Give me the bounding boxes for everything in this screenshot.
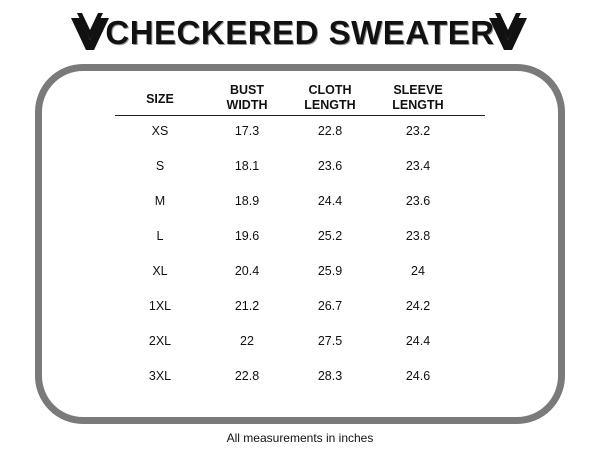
measurement-cell: 22.8 xyxy=(234,369,260,383)
measurement-cell: 25.9 xyxy=(317,264,343,278)
measurement-cell: 24.2 xyxy=(405,299,431,313)
column-header-line: CLOTH xyxy=(308,83,352,97)
page-title: CHECKERED SWEATER xyxy=(105,14,495,51)
column-header-line: LENGTH xyxy=(392,98,444,112)
size-cell: 2XL xyxy=(148,334,172,348)
footer-note: All measurements in inches xyxy=(226,431,374,445)
size-chart-frame xyxy=(35,64,565,424)
measurement-cell: 23.6 xyxy=(405,194,431,208)
column-header-line: SLEEVE xyxy=(393,83,443,97)
measurement-cell: 24.4 xyxy=(405,334,431,348)
measurement-cell: 22 xyxy=(240,334,254,348)
measurement-cell: 17.3 xyxy=(234,124,260,138)
measurement-cell: 27.5 xyxy=(317,334,343,348)
measurement-cell: 19.6 xyxy=(234,229,260,243)
double-v-chevron-icon xyxy=(71,12,109,50)
column-header-cloth-length: CLOTH LENGTH xyxy=(297,83,363,113)
header: CHECKERED SWEATER xyxy=(0,8,600,56)
measurement-cell: 18.1 xyxy=(234,159,260,173)
measurement-cell: 18.9 xyxy=(234,194,260,208)
measurement-cell: 21.2 xyxy=(234,299,260,313)
size-cell: 3XL xyxy=(148,369,172,383)
size-cell: L xyxy=(156,229,164,243)
size-cell: M xyxy=(154,194,166,208)
double-v-chevron-icon xyxy=(489,12,527,50)
measurement-cell: 23.4 xyxy=(405,159,431,173)
measurement-cell: 25.2 xyxy=(317,229,343,243)
measurement-cell: 20.4 xyxy=(234,264,260,278)
measurement-cell: 28.3 xyxy=(317,369,343,383)
size-cell: XS xyxy=(151,124,169,138)
column-header-size: SIZE xyxy=(135,92,185,107)
measurement-cell: 23.8 xyxy=(405,229,431,243)
header-divider xyxy=(115,115,485,116)
size-cell: S xyxy=(155,159,165,173)
measurement-cell: 24 xyxy=(411,264,425,278)
column-header-line: LENGTH xyxy=(304,98,356,112)
measurement-cell: 23.2 xyxy=(405,124,431,138)
measurement-cell: 22.8 xyxy=(317,124,343,138)
column-header-line: SIZE xyxy=(146,92,174,106)
column-header-line: WIDTH xyxy=(226,98,268,112)
measurement-cell: 24.4 xyxy=(317,194,343,208)
size-cell: XL xyxy=(152,264,168,278)
column-header-sleeve-length: SLEEVE LENGTH xyxy=(385,83,451,113)
column-header-bust-width: BUST WIDTH xyxy=(215,83,279,113)
measurement-cell: 26.7 xyxy=(317,299,343,313)
measurement-cell: 24.6 xyxy=(405,369,431,383)
measurement-cell: 23.6 xyxy=(317,159,343,173)
column-header-line: BUST xyxy=(229,83,265,97)
size-cell: 1XL xyxy=(148,299,172,313)
